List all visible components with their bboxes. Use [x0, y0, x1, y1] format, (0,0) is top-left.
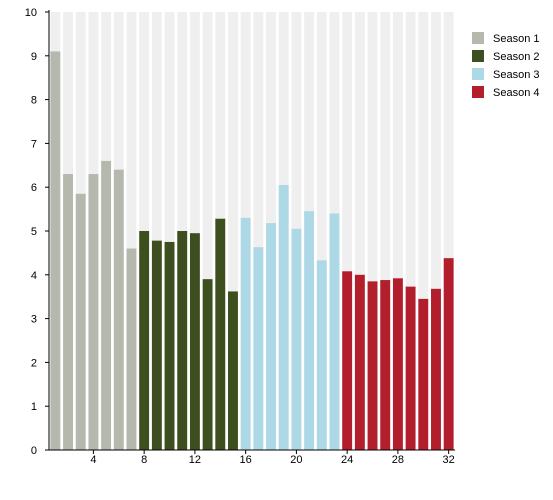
legend-swatch	[472, 32, 484, 44]
y-tick-label: 0	[31, 445, 37, 457]
legend-label: Season 1	[493, 33, 539, 45]
x-tick-labels: 4 8 12 16 20 24 28 32	[90, 454, 454, 466]
legend-swatch	[472, 50, 484, 62]
background-band	[392, 12, 403, 450]
bar	[63, 174, 73, 450]
bar	[189, 233, 200, 450]
x-tick-label: 24	[341, 454, 353, 466]
legend: Season 1 Season 2 Season 3 Season 4	[472, 32, 539, 99]
y-tick-label: 4	[31, 270, 37, 282]
bar	[253, 247, 264, 450]
y-tick-label: 1	[31, 401, 37, 413]
background-band	[151, 12, 162, 450]
y-tick-label: 5	[31, 226, 37, 238]
y-tick-labels: 0 1 2 3 4 5 6 7 8 9 10	[25, 7, 37, 457]
x-tick-label: 12	[189, 454, 201, 466]
bar	[215, 218, 226, 450]
y-tick-label: 2	[31, 357, 37, 369]
bar	[405, 286, 416, 450]
x-tick-label: 28	[392, 454, 404, 466]
bar	[177, 231, 188, 450]
background-band	[126, 12, 137, 450]
bar	[392, 278, 403, 450]
bar	[329, 213, 340, 450]
x-tick-label: 16	[240, 454, 252, 466]
bar	[342, 271, 353, 450]
bar	[266, 223, 276, 450]
background-band	[418, 12, 429, 450]
legend-label: Season 3	[493, 69, 539, 81]
background-band	[202, 12, 213, 450]
bar	[418, 298, 429, 450]
background-band	[164, 12, 175, 450]
x-tick-label: 20	[290, 454, 302, 466]
y-tick-label: 10	[25, 7, 37, 19]
bar	[304, 211, 315, 450]
y-tick-label: 7	[31, 138, 37, 150]
bar	[367, 281, 378, 450]
axes	[45, 10, 455, 454]
bar	[291, 228, 302, 450]
bar	[228, 291, 238, 450]
background-band	[405, 12, 416, 450]
bar	[139, 231, 150, 450]
background-band	[367, 12, 378, 450]
bar	[443, 258, 454, 450]
x-tick-label: 4	[90, 454, 96, 466]
background-band	[342, 12, 353, 450]
bar	[101, 160, 112, 451]
background-band	[354, 12, 365, 450]
bar	[151, 240, 162, 450]
bar	[240, 217, 251, 450]
legend-swatch	[472, 68, 484, 80]
y-tick-label: 3	[31, 314, 37, 326]
bar	[126, 248, 137, 450]
legend-label: Season 4	[493, 87, 539, 99]
bar	[380, 280, 391, 450]
bar	[75, 193, 86, 450]
bar	[50, 51, 61, 451]
bar	[354, 274, 365, 450]
x-tick-label: 32	[443, 454, 455, 466]
bar	[164, 241, 175, 450]
bars	[50, 51, 454, 451]
y-tick-label: 9	[31, 51, 37, 63]
background-band	[228, 12, 238, 450]
bar	[431, 288, 441, 450]
bar	[88, 174, 99, 450]
background-band	[443, 12, 454, 450]
legend-swatch	[472, 86, 484, 98]
bar	[202, 279, 213, 450]
background-band	[316, 12, 327, 450]
background-band	[431, 12, 441, 450]
background-band	[253, 12, 264, 450]
bar	[113, 169, 124, 450]
y-tick-label: 6	[31, 182, 37, 194]
bar	[316, 260, 327, 450]
background-band	[189, 12, 200, 450]
legend-label: Season 2	[493, 51, 539, 63]
background-band	[380, 12, 391, 450]
bar	[278, 185, 289, 450]
x-tick-label: 8	[141, 454, 147, 466]
y-tick-label: 8	[31, 95, 37, 107]
